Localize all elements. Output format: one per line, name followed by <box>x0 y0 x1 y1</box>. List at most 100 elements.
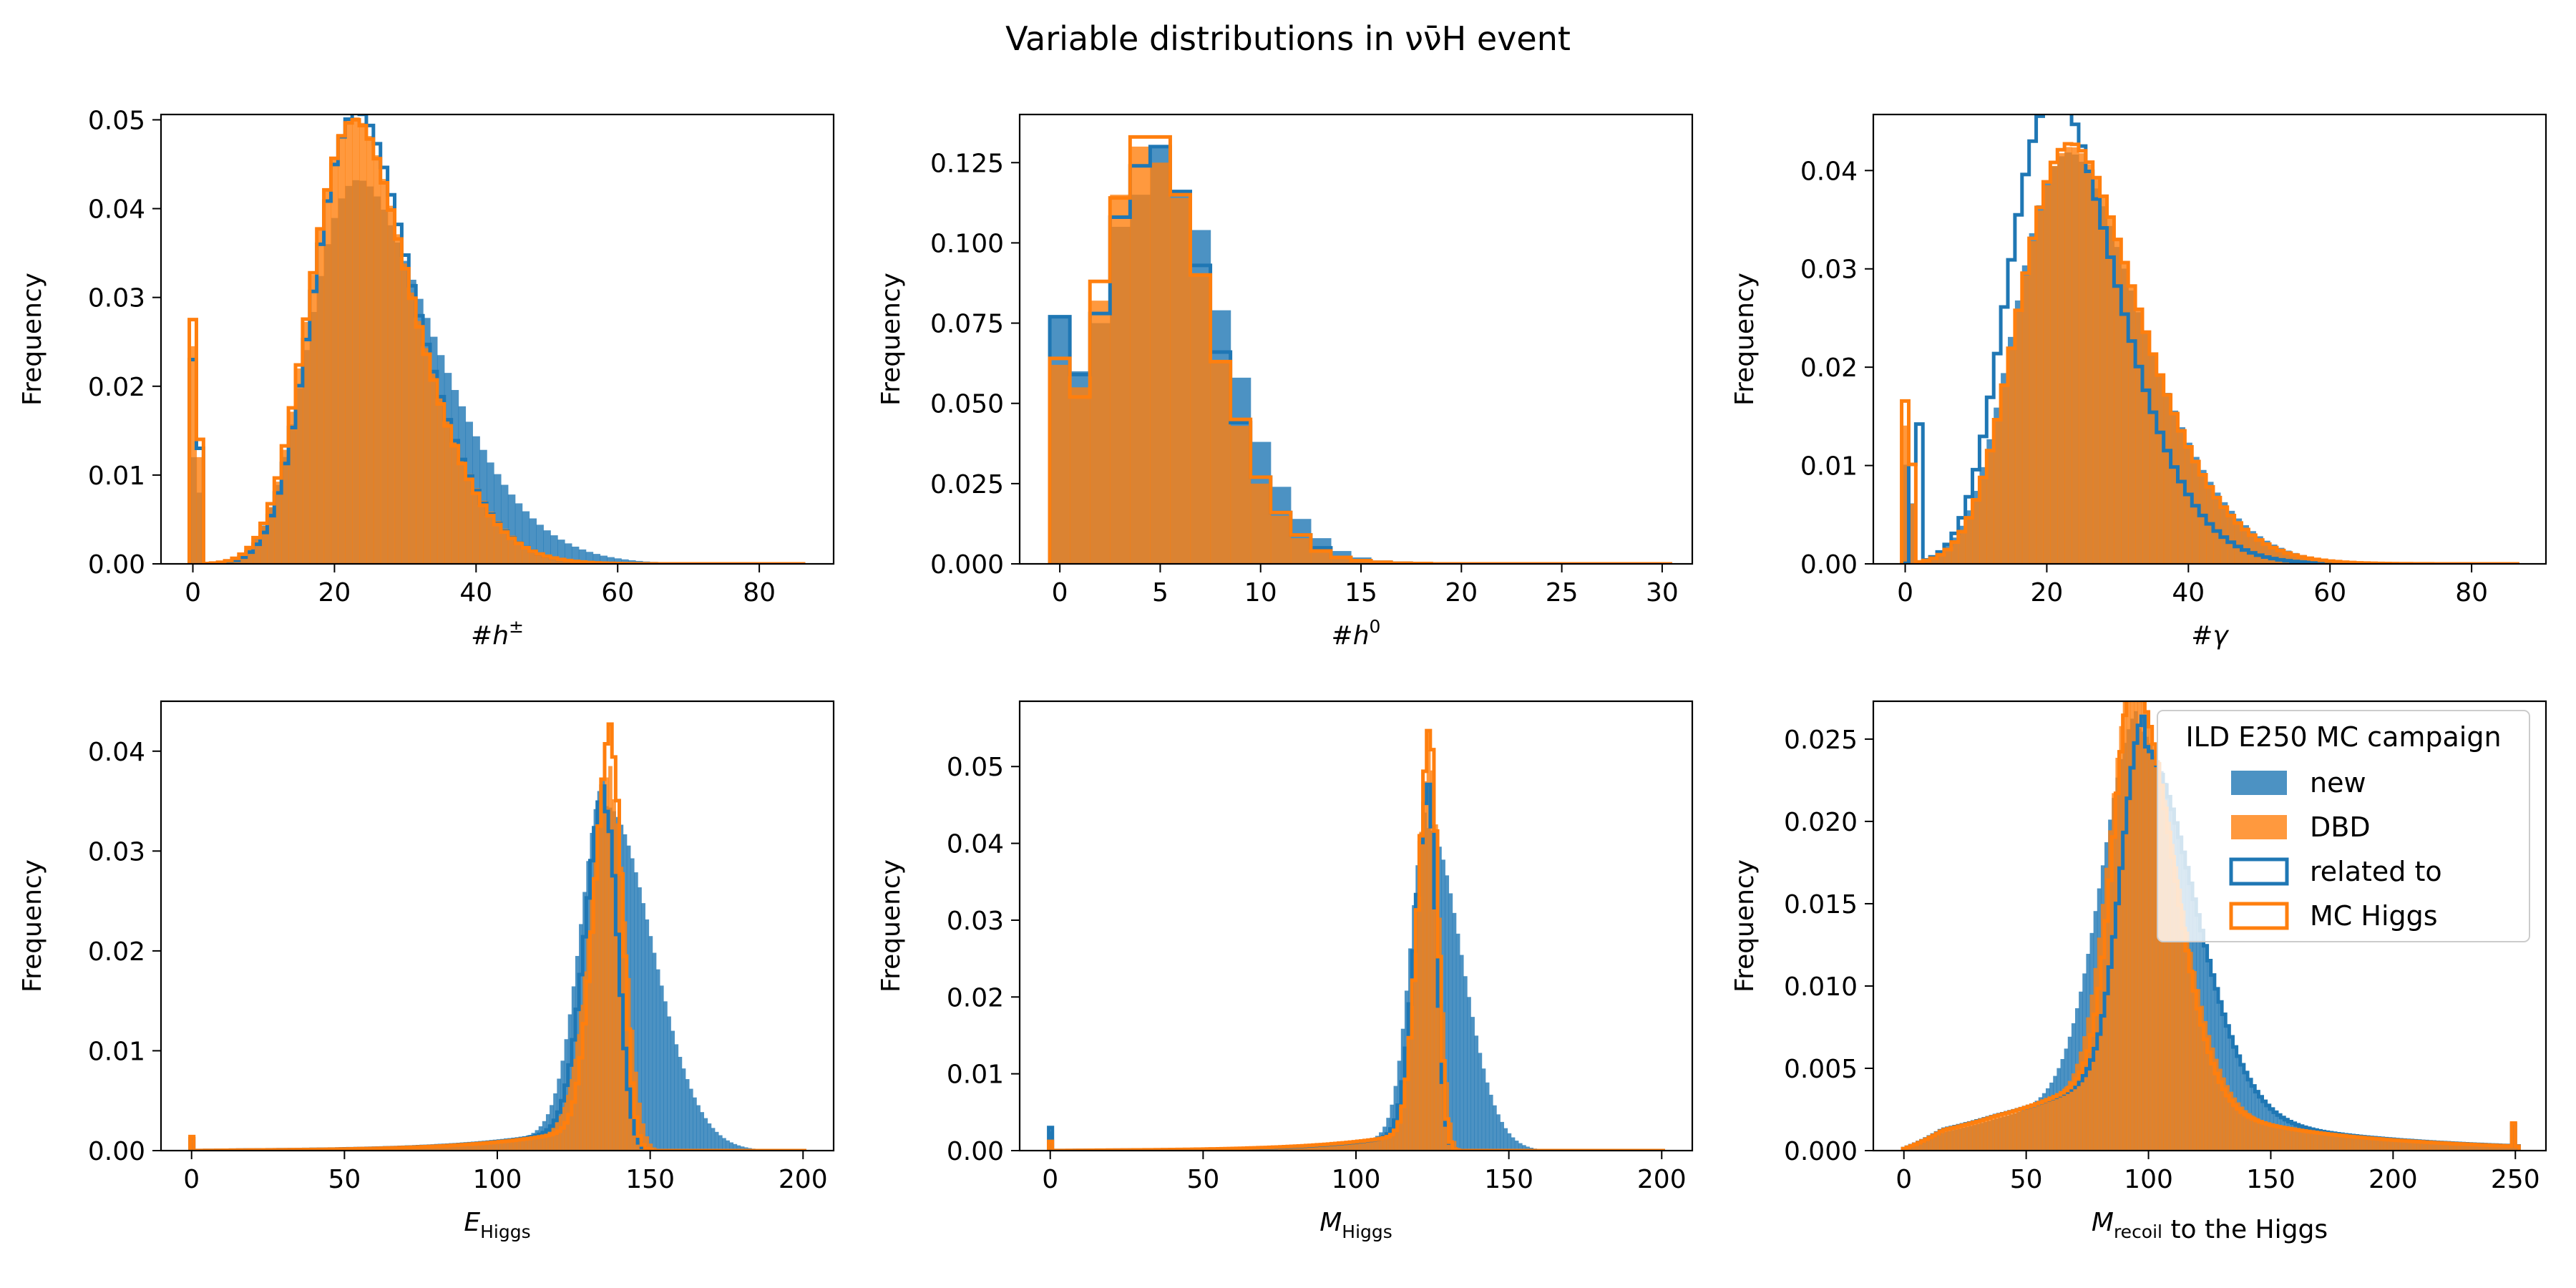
hist-bar <box>2082 1036 2087 1151</box>
hist-bar <box>733 1143 738 1151</box>
hist-bar <box>2167 821 2171 1151</box>
hist-bar <box>483 1141 488 1151</box>
y-tick-label: 0.05 <box>947 753 1004 782</box>
hist-bar <box>1943 1131 1948 1151</box>
hist-bar <box>522 545 530 564</box>
legend-swatch <box>2231 771 2287 795</box>
hist-bar <box>604 777 609 1151</box>
hist-bar <box>2467 1144 2472 1151</box>
hist-bar <box>380 179 389 564</box>
hist-bar <box>1998 1116 2003 1151</box>
hist-bar <box>2031 1107 2036 1151</box>
hist-bar <box>2043 185 2051 564</box>
hist-bar <box>527 1136 532 1151</box>
y-tick-label: 0.005 <box>1784 1055 1858 1084</box>
hist-bar <box>1386 1133 1391 1151</box>
hist-bar <box>2114 239 2122 564</box>
hist-bar <box>2099 197 2108 564</box>
hist-bar <box>2331 1134 2336 1151</box>
hist-bar <box>592 554 601 564</box>
plot-area <box>188 722 807 1151</box>
hist-bar <box>638 1102 642 1151</box>
y-tick-label: 0.01 <box>947 1060 1004 1090</box>
hist-bar <box>436 397 445 564</box>
hist-bar <box>1994 419 2001 564</box>
hist-bar <box>543 555 551 564</box>
hist-bar <box>1953 1128 1958 1151</box>
y-tick-label: 0.04 <box>1800 157 1858 186</box>
hist-bar <box>2181 910 2186 1151</box>
hist-bar <box>2324 1133 2329 1151</box>
hist-bar <box>2029 240 2037 564</box>
y-tick-label: 0.015 <box>1784 890 1858 919</box>
hist-bar <box>2317 1133 2322 1151</box>
hist-bar <box>550 557 558 564</box>
hist-bar <box>494 1141 499 1151</box>
hist-bar <box>2207 1035 2212 1151</box>
hist-bar <box>2306 1131 2311 1151</box>
hist-bar <box>1917 1143 1922 1151</box>
hist-bar <box>2141 701 2146 1151</box>
hist-bar <box>1979 1122 1984 1151</box>
x-axis-label: Mrecoil to the Higgs <box>2092 1208 2328 1244</box>
legend-label: new <box>2310 767 2366 799</box>
hist-bar <box>1968 1125 1974 1151</box>
hist-bar <box>1338 1142 1343 1151</box>
panel-6: 0 50 100 150 200 250 0.000 0.005 0.010 0.015 0.020… <box>1730 700 2547 1244</box>
hist-bar <box>633 1071 638 1151</box>
hist-bar <box>2457 1143 2461 1151</box>
hist-bar <box>2036 210 2044 564</box>
hist-bar <box>1488 1094 1493 1151</box>
y-axis-label: Frequency <box>877 859 906 992</box>
series-dbd-step <box>1048 135 1672 564</box>
hist-bar <box>2243 1110 2248 1151</box>
hist-bar <box>2291 1129 2296 1151</box>
hist-bar <box>1463 976 1468 1151</box>
hist-bar <box>2104 867 2109 1151</box>
y-tick-label: 0.020 <box>1784 808 1858 837</box>
hist-bar <box>436 1145 440 1151</box>
hist-bar <box>1305 1145 1310 1151</box>
hist-bar <box>648 1143 653 1151</box>
hist-bar <box>2482 1145 2487 1151</box>
hist-bar <box>1345 1141 1350 1151</box>
hist-bar <box>2050 165 2058 564</box>
hist-bar <box>2277 550 2285 564</box>
y-tick-label: 0.04 <box>88 738 145 767</box>
hist-bar <box>366 136 374 564</box>
hist-bar <box>2401 1141 2406 1151</box>
hist-bar <box>189 346 197 564</box>
hist-bar <box>2108 830 2112 1151</box>
hist-bar <box>2049 1099 2054 1151</box>
hist-bar <box>2383 1139 2388 1151</box>
hist-bar <box>2020 1111 2024 1151</box>
hist-bar <box>531 1136 536 1151</box>
hist-bar <box>612 799 616 1151</box>
x-tick-label: 80 <box>2455 578 2488 608</box>
hist-bar <box>2115 757 2120 1151</box>
plot-area <box>187 114 806 564</box>
hist-bar <box>1408 1010 1413 1151</box>
hist-bar <box>1492 1105 1497 1151</box>
hist-bar <box>296 368 303 564</box>
hist-bar <box>2251 1116 2255 1151</box>
hist-bar <box>1371 1138 1376 1151</box>
hist-bar <box>2258 1120 2263 1151</box>
hist-bar <box>2431 1142 2436 1151</box>
hist-bar <box>2376 1138 2381 1151</box>
hist-bar <box>1426 750 1431 1151</box>
hist-bar <box>714 1131 719 1151</box>
hist-bar <box>560 1060 565 1151</box>
hist-bar <box>2474 1144 2479 1151</box>
hist-bar <box>652 952 657 1151</box>
hist-bar <box>1445 875 1450 1151</box>
x-tick-label: 50 <box>1186 1165 1219 1194</box>
y-tick-label: 0.01 <box>88 462 145 491</box>
x-tick-label: 50 <box>328 1165 361 1194</box>
hist-bar <box>700 1112 705 1151</box>
hist-bar <box>1910 1146 1914 1151</box>
hist-bar <box>1986 450 1994 564</box>
hist-bar <box>401 263 409 564</box>
x-tick-label: 0 <box>1042 1165 1058 1194</box>
